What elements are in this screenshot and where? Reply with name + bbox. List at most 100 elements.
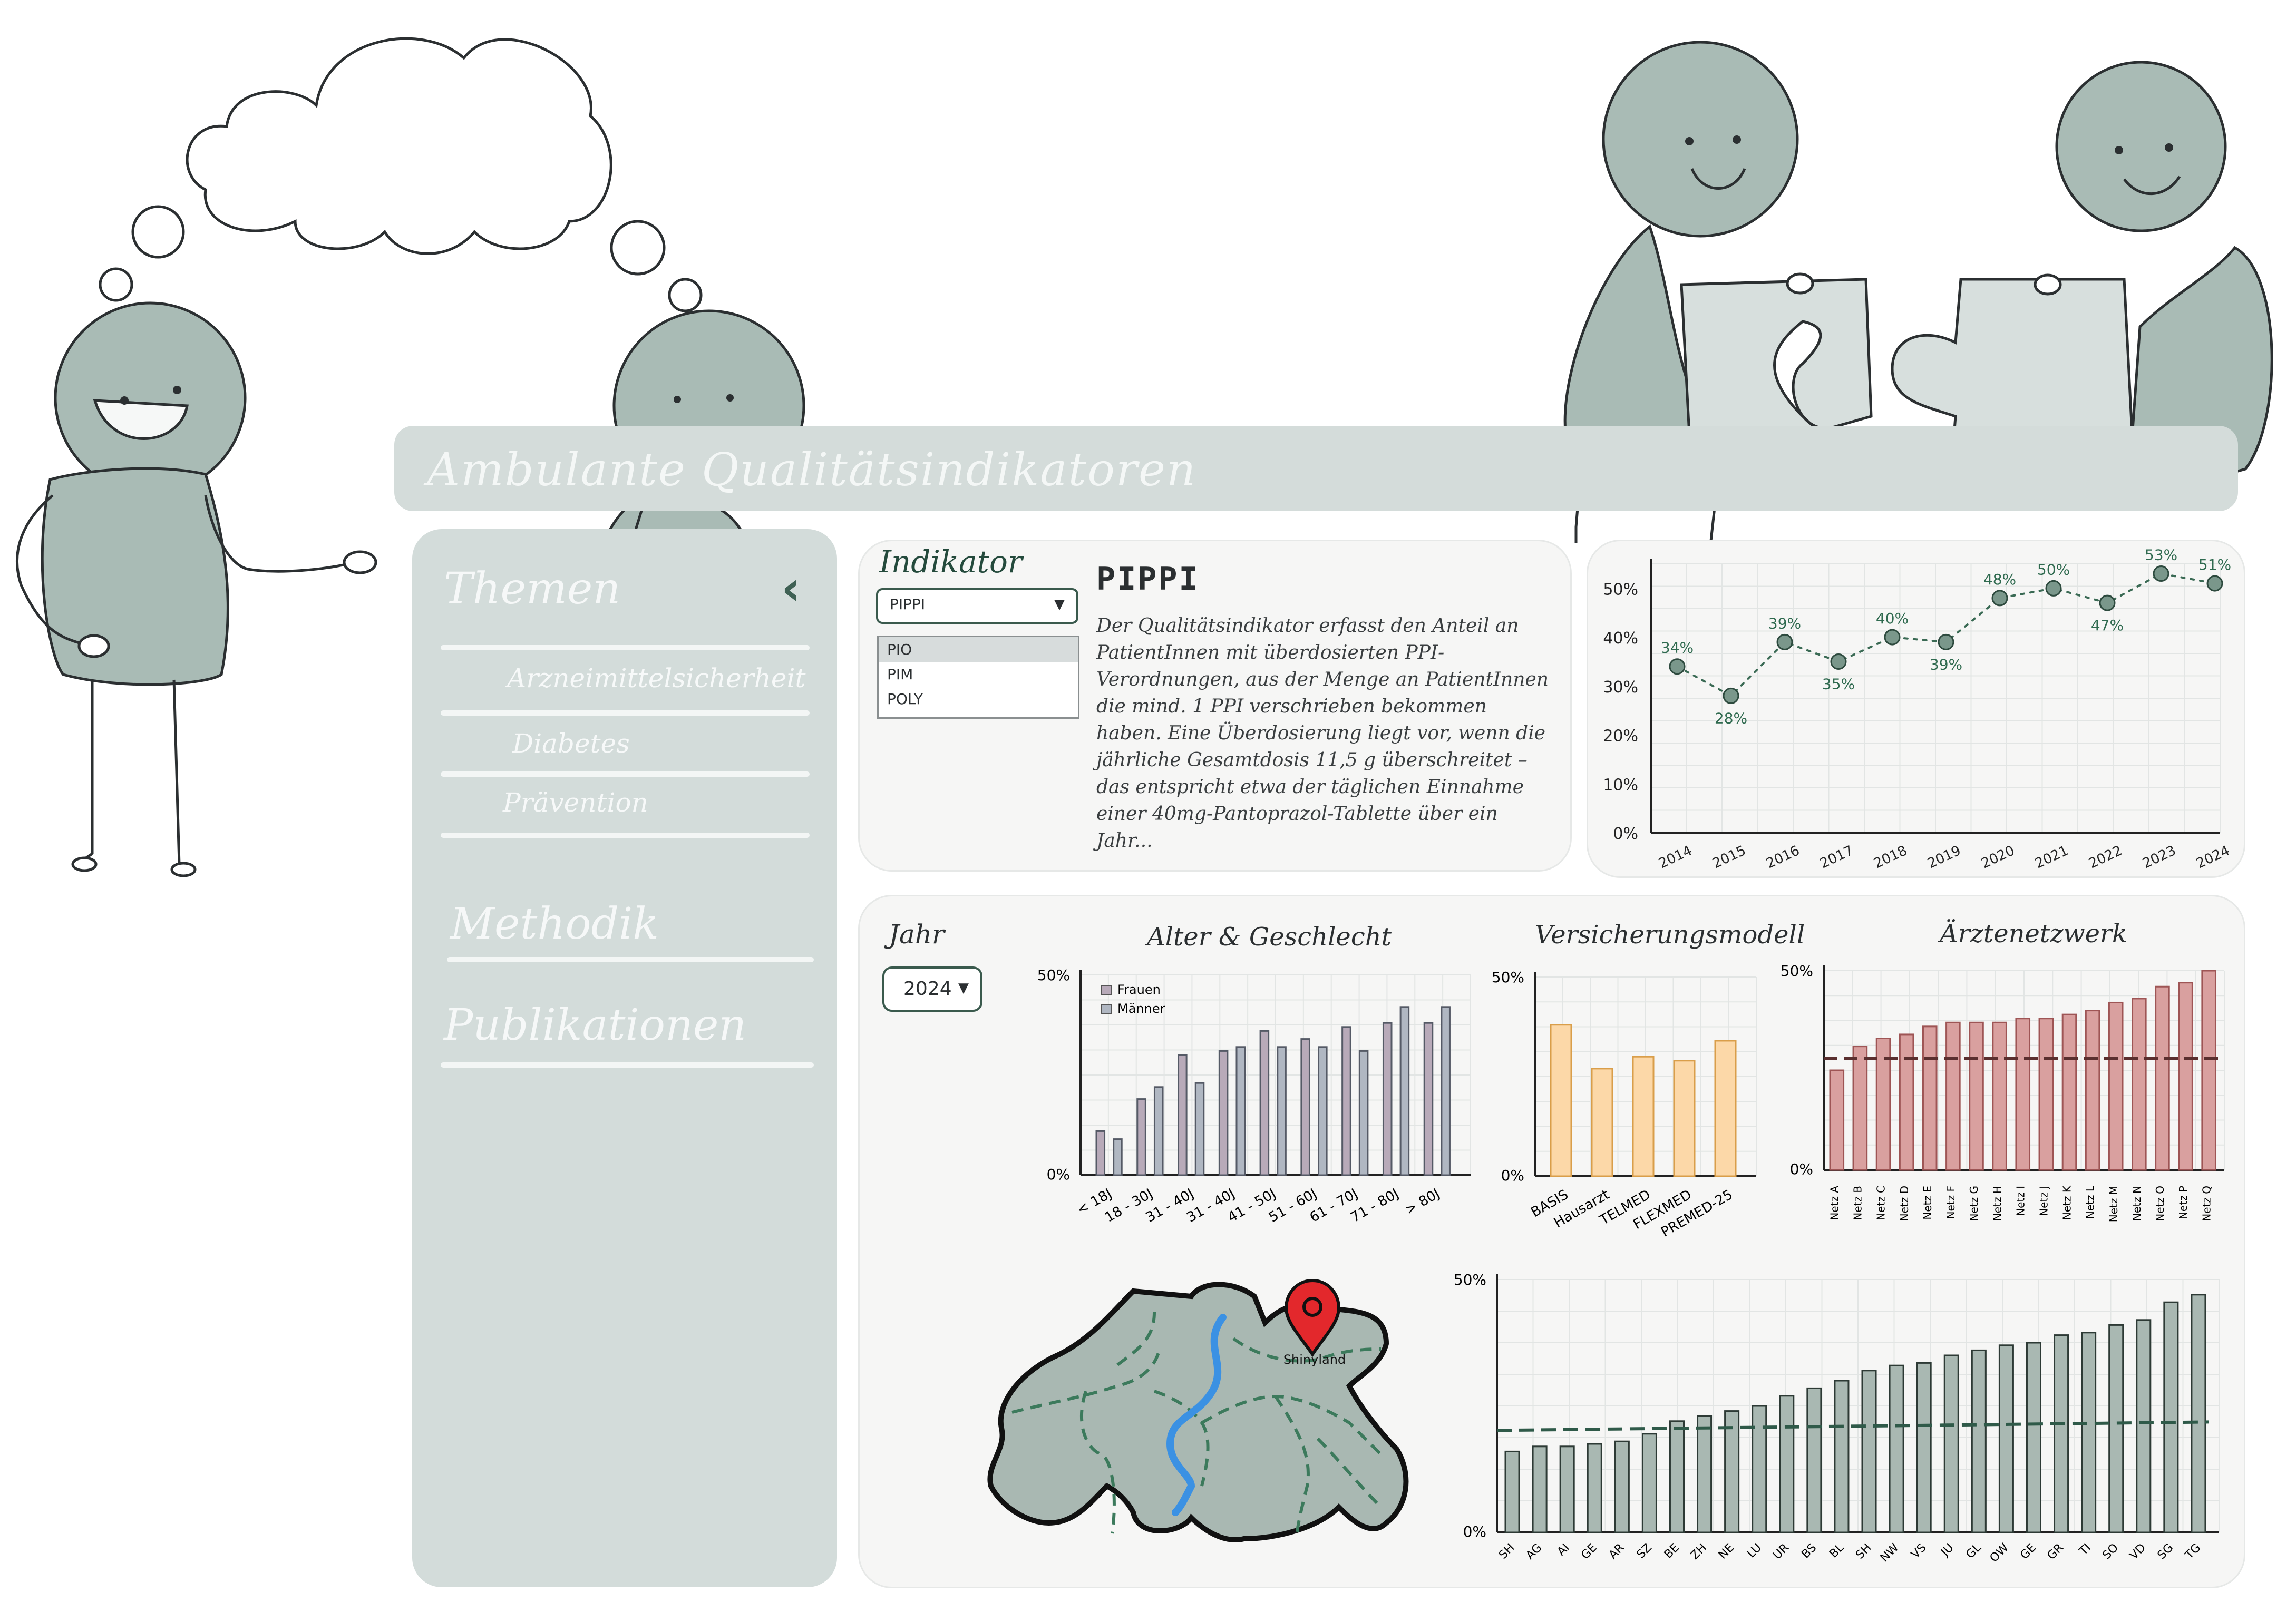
bar [2038,1018,2054,1171]
bar [1591,1068,1613,1177]
map-pin-label: Shinyland [1283,1352,1346,1367]
data-point [2206,575,2223,592]
caret-down-icon: ▼ [958,980,969,996]
x-tick-label: Netz E [1921,1186,1934,1220]
data-label: 51% [2198,556,2231,573]
bar [1943,1354,1959,1533]
x-tick-label: AI [1555,1541,1572,1559]
sidebar-section-publikationen[interactable]: Publikationen [444,1000,747,1050]
bar-frauen [1341,1026,1351,1176]
option-pim[interactable]: PIM [887,666,913,683]
bar-maenner [1441,1006,1451,1176]
x-tick-label: 2016 [1764,843,1802,872]
x-tick-label: Netz A [1828,1186,1841,1220]
x-tick-label: Netz C [1875,1186,1888,1220]
bar [1861,1370,1877,1533]
x-tick-label: UR [1770,1541,1792,1562]
x-tick-label: SH [1496,1541,1517,1562]
map-pin-icon[interactable] [1284,1278,1341,1357]
x-tick-label: Netz N [2130,1186,2143,1221]
bar [1504,1450,1520,1533]
bar [1969,1021,1984,1171]
y-tick-label: 0% [1047,1166,1070,1183]
x-tick-label: 2014 [1656,843,1695,872]
x-tick-label: Netz Q [2200,1186,2213,1222]
data-point [1669,658,1686,675]
trend-line-chart: 0% 10% 20% 30% 40% 50% 2014 2015 2016 2017 2018 201… [1603,546,2232,872]
indicator-options[interactable]: PIO PIM POLY [877,636,1079,719]
x-tick-label: NE [1716,1541,1737,1562]
x-tick-label: Netz L [2084,1185,2097,1219]
data-label: 40% [1876,610,1909,627]
caret-down-icon: ▼ [1054,597,1065,612]
bar-frauen [1136,1098,1146,1176]
bar-frauen [1178,1054,1188,1176]
x-tick-label: Netz K [2061,1185,2074,1220]
bar [1916,1362,1932,1533]
option-pio[interactable]: PIO [879,637,1078,662]
bar-frauen [1095,1130,1106,1176]
sidebar-item-diabetes[interactable]: Diabetes [512,728,630,759]
x-tick-label: 2020 [1979,843,2017,872]
data-label: 47% [2091,617,2124,634]
y-tick-label: 0% [1501,1167,1524,1184]
x-tick-label: GL [1963,1541,1984,1561]
x-tick-label: JU [1938,1541,1957,1560]
data-label: 53% [2145,546,2177,564]
indicator-select-value: PIPPI [890,595,926,613]
bar-maenner [1399,1006,1410,1176]
x-tick-label: SZ [1635,1541,1655,1561]
indicator-select[interactable]: PIPPI ▼ [876,588,1078,624]
x-tick-label: Netz J [2038,1186,2050,1216]
legend-swatch [1101,1004,1112,1014]
sidebar-section-themen[interactable]: Themen [444,564,621,614]
data-label: 34% [1661,639,1694,657]
y-tick-label: 0% [1463,1523,1486,1540]
indicator-title: PIPPI [1096,561,1200,598]
x-tick-label: NW [1878,1541,1902,1565]
sidebar-item-praevention[interactable]: Prävention [503,787,648,818]
legend-label: Frauen [1117,982,1161,997]
bar [1971,1349,1987,1533]
x-tick-label: Netz F [1944,1186,1957,1219]
bar [2201,970,2216,1171]
y-tick-label: 50% [1781,962,1813,980]
legend-swatch [1101,985,1112,995]
y-tick-label: 20% [1603,727,1638,746]
bar [1714,1040,1737,1177]
bar-maenner [1113,1138,1123,1176]
bar [1829,1069,1845,1171]
option-poly[interactable]: POLY [887,690,923,708]
bar [1806,1387,1822,1533]
bar [1992,1021,2007,1171]
chart-title-alter: Alter & Geschlecht [1147,922,1392,952]
bar [1614,1440,1630,1533]
bar [1998,1344,2014,1533]
bar [1641,1433,1657,1533]
x-tick-label: BL [1827,1541,1847,1561]
y-tick-label: 50% [1037,966,1070,984]
bar [2026,1342,2042,1533]
data-label: 35% [1822,675,1855,692]
y-tick-label: 50% [1603,580,1638,599]
river-icon [1166,1314,1227,1516]
region-map[interactable]: Shinyland [980,1265,1423,1560]
sidebar-item-arzneimittelsicherheit[interactable]: Arzneimittelsicherheit [507,663,806,693]
bar [1945,1021,1961,1171]
app-title: Ambulante Qualitätsindikatoren [427,444,1197,496]
face-icons [120,135,2173,405]
y-tick-label: 50% [1455,1271,1486,1288]
year-select[interactable]: 2024 ▼ [882,966,982,1012]
data-point [1991,590,2008,607]
bar-frauen [1382,1022,1393,1176]
sidebar: Themen ‹ Arzneimittelsicherheit Diabetes… [412,529,837,1587]
bar [1532,1445,1548,1533]
bar [1559,1445,1575,1533]
sidebar-section-methodik[interactable]: Methodik [450,899,659,949]
bar [2081,1332,2097,1533]
x-tick-label: 2023 [2140,843,2178,872]
bar-frauen [1259,1030,1270,1176]
chevron-left-icon[interactable]: ‹ [781,561,801,616]
bar-maenner [1277,1046,1287,1176]
